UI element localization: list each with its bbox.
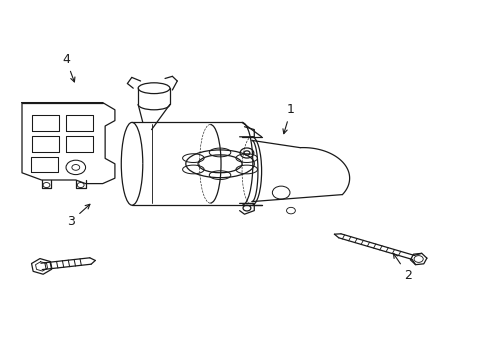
Text: 3: 3 (67, 204, 90, 228)
Text: 4: 4 (62, 53, 75, 82)
Text: 2: 2 (393, 253, 411, 282)
Text: 1: 1 (283, 103, 294, 134)
